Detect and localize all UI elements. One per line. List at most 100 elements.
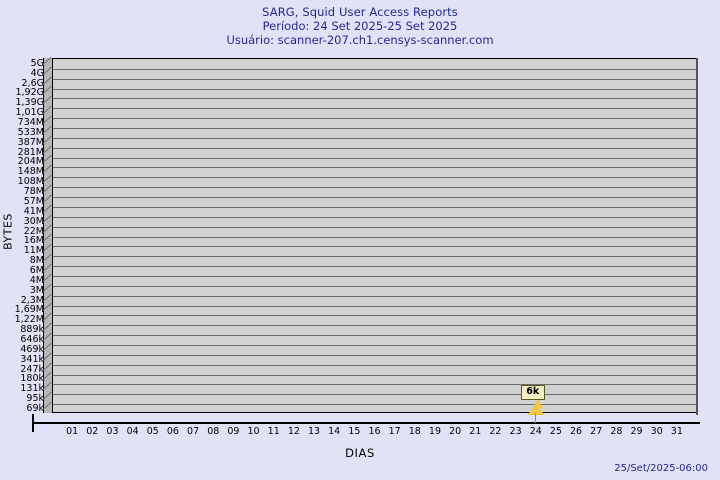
- gridline: [53, 335, 696, 336]
- gridline: [53, 237, 696, 238]
- gridline: [53, 375, 696, 376]
- gridline: [53, 79, 696, 80]
- gridline: [53, 177, 696, 178]
- gridline: [53, 384, 696, 385]
- x-axis-tick-label: 22: [489, 426, 502, 437]
- x-axis-tick-label: 07: [187, 426, 200, 437]
- x-axis-tick-label: 24: [529, 426, 542, 437]
- y-axis-tick-label: 204M: [17, 156, 44, 167]
- x-axis-label: DIAS: [345, 446, 375, 460]
- report-user: Usuário: scanner-207.ch1.censys-scanner.…: [226, 33, 494, 47]
- gridline: [53, 158, 696, 159]
- x-axis-tick-label: 06: [166, 426, 179, 437]
- y-axis-tick-label: 41M: [23, 206, 44, 217]
- y-axis-tick-label: 889k: [20, 324, 44, 335]
- gridline: [53, 325, 696, 326]
- y-axis-tick-label: 533M: [17, 127, 44, 138]
- y-axis-tick-label: 69k: [26, 403, 44, 414]
- x-axis-tick-label: 16: [368, 426, 381, 437]
- x-axis-tick-label: 25: [549, 426, 562, 437]
- x-axis-tick-label: 17: [388, 426, 401, 437]
- gridline: [53, 98, 696, 99]
- gridline: [53, 148, 696, 149]
- gridline: [53, 266, 696, 267]
- gridline: [53, 108, 696, 109]
- x-axis-tick-label: 15: [348, 426, 361, 437]
- gridline: [53, 246, 696, 247]
- x-axis-line: [32, 422, 700, 424]
- x-axis-tick-label: 08: [207, 426, 220, 437]
- x-axis-tick-label: 20: [449, 426, 462, 437]
- y-axis-tick-label: 95k: [26, 393, 44, 404]
- x-axis-tick-labels: 01 02 03 04 05 06 07 08 09 10 11 12 13 14 15 16 17 18 19 20…: [0, 426, 720, 444]
- data-point-value-label: 6k: [520, 385, 545, 400]
- y-axis-tick-label: 469k: [20, 344, 44, 355]
- y-axis-tick-label: 734M: [17, 117, 44, 128]
- y-axis-tick-label: 78M: [23, 186, 44, 197]
- x-axis-tick-label: 23: [509, 426, 522, 437]
- report-header: SARG, Squid User Access Reports Período:…: [0, 0, 720, 47]
- x-axis-tick-label: 02: [86, 426, 99, 437]
- gridline: [53, 187, 696, 188]
- y-axis-tick-label: 341k: [20, 354, 44, 365]
- gridline: [53, 197, 696, 198]
- y-axis-tick-label: 2,6G: [21, 78, 44, 89]
- gridline: [53, 345, 696, 346]
- x-axis-tick-label: 10: [247, 426, 260, 437]
- x-axis-tick-label: 21: [469, 426, 482, 437]
- y-axis-tick-label: 1,01G: [15, 107, 44, 118]
- gridline: [53, 276, 696, 277]
- gridline: [53, 296, 696, 297]
- marker-stem: [534, 413, 536, 423]
- y-axis-tick-label: 16M: [23, 235, 44, 246]
- gridline: [53, 138, 696, 139]
- gridline: [53, 69, 696, 70]
- y-axis-tick-label: 1,69M: [14, 304, 44, 315]
- x-axis-tick-label: 04: [126, 426, 139, 437]
- x-axis-tick-label: 19: [428, 426, 442, 437]
- chart-container: BYTES 5G 4G 2,6G 1,92G 1,39G 1,01G 734M 533M 387…: [0, 50, 720, 460]
- y-axis-tick-label: 1,39G: [15, 97, 44, 108]
- gridline: [53, 286, 696, 287]
- x-axis-tick-label: 28: [610, 426, 623, 437]
- y-axis-tick-label: 1,22M: [14, 314, 44, 325]
- y-axis-tick-label: 4G: [30, 68, 44, 79]
- x-axis-tick-label: 09: [227, 426, 240, 437]
- x-axis-tick-label: 30: [650, 426, 663, 437]
- x-axis-tick-label: 12: [287, 426, 300, 437]
- x-axis-tick-label: 31: [670, 426, 683, 437]
- gridline: [53, 128, 696, 129]
- gridline: [53, 394, 696, 395]
- x-axis-tick-label: 29: [630, 426, 643, 437]
- report-period: Período: 24 Set 2025-25 Set 2025: [262, 19, 458, 33]
- y-axis-tick-label: 2,3M: [20, 295, 44, 306]
- gridline: [53, 315, 696, 316]
- y-axis-tick-label: 281M: [17, 147, 44, 158]
- chart-3d-left-wall: [42, 56, 53, 422]
- gridline: [53, 118, 696, 119]
- y-axis-tick-label: 108M: [17, 176, 44, 187]
- y-axis-tick-label: 247k: [20, 364, 44, 375]
- x-axis-tick-label: 13: [307, 426, 321, 437]
- y-axis-tick-label: 646k: [20, 334, 44, 345]
- gridline: [53, 306, 696, 307]
- x-axis-tick-label: 03: [106, 426, 119, 437]
- marker-triangle-icon: [526, 405, 545, 415]
- gridline: [53, 89, 696, 90]
- y-axis-tick-labels: 5G 4G 2,6G 1,92G 1,39G 1,01G 734M 533M 387M 281M 2…: [0, 50, 44, 430]
- y-axis-tick-label: 11M: [23, 245, 44, 256]
- y-axis-tick-label: 387M: [17, 137, 44, 148]
- generation-timestamp: 25/Set/2025-06:00: [614, 463, 708, 474]
- plot-area: [52, 58, 697, 413]
- gridline: [53, 207, 696, 208]
- gridline: [53, 167, 696, 168]
- y-axis-tick-label: 30M: [23, 216, 44, 227]
- y-axis-tick-label: 1,92G: [15, 87, 44, 98]
- y-axis-tick-label: 8M: [29, 255, 44, 266]
- x-axis-tick-label: 14: [328, 426, 341, 437]
- y-axis-tick-label: 180k: [20, 373, 44, 384]
- x-axis-tick-label: 26: [570, 426, 583, 437]
- marker-peak-icon: [532, 399, 543, 408]
- gridline: [53, 227, 696, 228]
- gridline: [53, 217, 696, 218]
